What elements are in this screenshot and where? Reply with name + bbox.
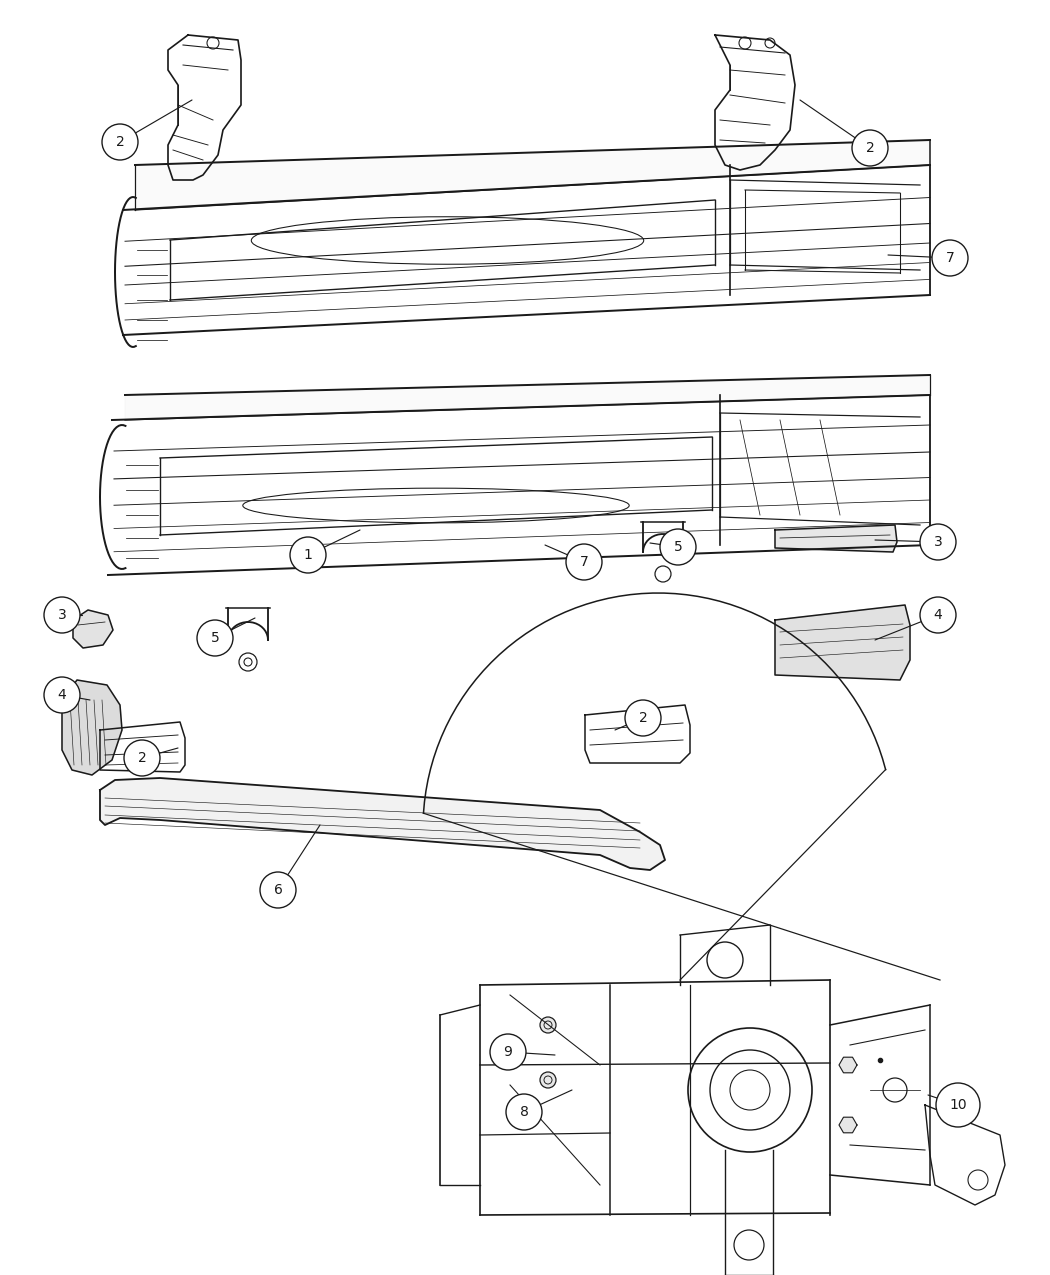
Text: 6: 6	[274, 884, 282, 898]
Circle shape	[920, 597, 956, 632]
Polygon shape	[775, 525, 897, 552]
Text: 2: 2	[116, 135, 124, 149]
Text: 2: 2	[865, 142, 875, 156]
Circle shape	[124, 740, 160, 776]
Text: 3: 3	[933, 536, 943, 550]
Circle shape	[102, 124, 138, 159]
Polygon shape	[839, 1057, 857, 1072]
Text: 4: 4	[58, 688, 66, 703]
Polygon shape	[135, 140, 930, 210]
Circle shape	[566, 544, 602, 580]
Text: 2: 2	[638, 711, 648, 725]
Circle shape	[540, 1017, 557, 1033]
Text: 5: 5	[211, 631, 219, 645]
Polygon shape	[839, 1117, 857, 1132]
Text: 4: 4	[933, 608, 943, 622]
Circle shape	[932, 240, 968, 275]
Circle shape	[540, 1072, 557, 1088]
Circle shape	[506, 1094, 542, 1130]
Circle shape	[490, 1034, 526, 1070]
Polygon shape	[775, 606, 910, 680]
Circle shape	[660, 529, 696, 565]
Text: 3: 3	[58, 608, 66, 622]
Circle shape	[920, 524, 956, 560]
Text: 1: 1	[303, 548, 313, 562]
Circle shape	[852, 130, 888, 166]
Circle shape	[44, 597, 80, 632]
Text: 10: 10	[949, 1098, 967, 1112]
Circle shape	[625, 700, 662, 736]
Polygon shape	[125, 375, 930, 419]
Circle shape	[936, 1082, 980, 1127]
Text: 7: 7	[946, 251, 954, 265]
Circle shape	[290, 537, 326, 572]
Polygon shape	[100, 778, 665, 870]
Text: 7: 7	[580, 555, 588, 569]
Polygon shape	[62, 680, 122, 775]
Text: 5: 5	[674, 541, 682, 555]
Text: 8: 8	[520, 1105, 528, 1119]
Text: 2: 2	[138, 751, 146, 765]
Polygon shape	[74, 609, 113, 648]
Circle shape	[260, 872, 296, 908]
Circle shape	[44, 677, 80, 713]
Circle shape	[197, 620, 233, 657]
Text: 9: 9	[504, 1046, 512, 1060]
